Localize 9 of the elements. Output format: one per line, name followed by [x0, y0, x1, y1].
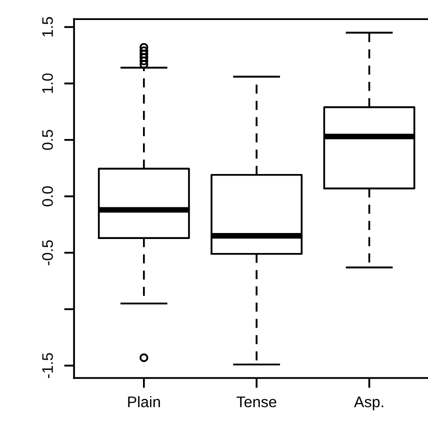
- x-tick-label: Tense: [236, 396, 276, 408]
- y-tick-label: 1.0: [42, 73, 53, 93]
- y-tick-label: -1.5: [42, 353, 53, 378]
- y-tick-label: 1.5: [42, 17, 53, 36]
- x-tick-label: Plain: [128, 396, 160, 408]
- x-tick-label: Asp.: [354, 396, 384, 410]
- y-tick-label: 0.0: [42, 186, 53, 206]
- y-tick-label: -0.5: [42, 240, 53, 266]
- y-tick-label: 0.5: [42, 130, 53, 150]
